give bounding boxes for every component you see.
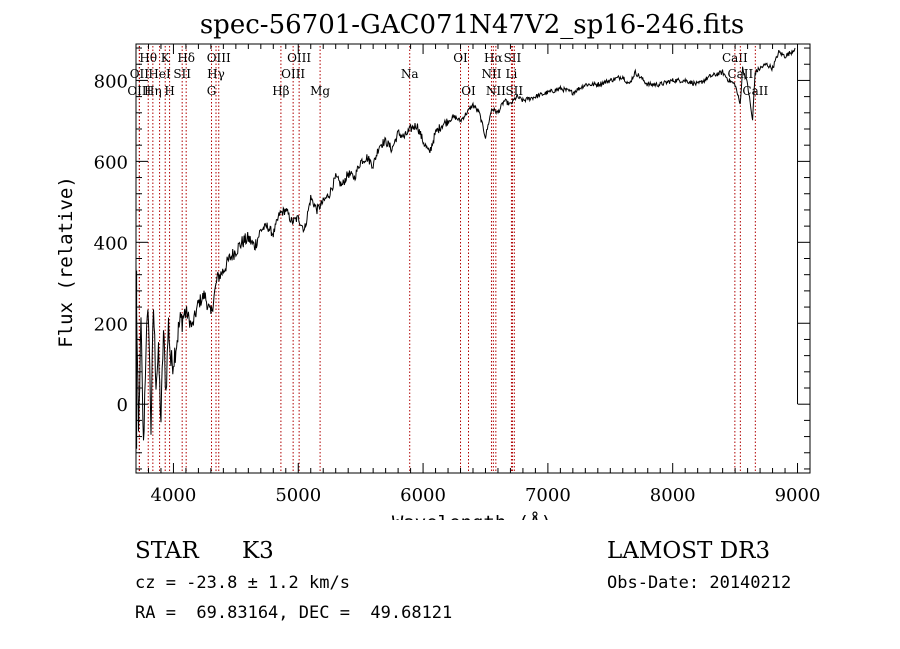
marker-label-16: Na	[401, 67, 419, 81]
object-class: STAR	[135, 538, 199, 564]
marker-label-19: Hα	[484, 51, 503, 65]
marker-label-17: OI	[453, 51, 468, 65]
marker-label-24: SII	[505, 84, 523, 98]
marker-label-10: Hγ	[207, 67, 225, 81]
marker-label-26: CaII	[727, 67, 753, 81]
y-tick-label-2: 400	[94, 233, 128, 254]
marker-label-23: Li	[506, 67, 518, 81]
y-axis-label: Flux (relative)	[55, 176, 77, 348]
spectrum-series	[135, 47, 799, 449]
object-subclass: K3	[242, 538, 274, 564]
spectrum-line-0	[135, 47, 796, 441]
x-tick-label-1: 5000	[275, 485, 321, 506]
marker-label-8: Hδ	[177, 51, 195, 65]
marker-label-5: K	[161, 51, 171, 65]
y-tick-label-3: 600	[94, 152, 128, 173]
marker-label-4: HeI	[148, 67, 171, 81]
marker-label-20: NII	[481, 67, 501, 81]
marker-label-25: CaII	[722, 51, 748, 65]
marker-label-27: CaII	[742, 84, 768, 98]
x-axis-label: Wavelength (Å)	[392, 511, 552, 520]
chart-title: spec-56701-GAC071N47V2_sp16-246.fits	[200, 10, 744, 40]
marker-label-9: OIII	[207, 51, 231, 65]
marker-label-22: SII	[504, 51, 522, 65]
marker-label-6: H	[164, 84, 174, 98]
x-tick-label-4: 8000	[650, 485, 696, 506]
observation-date: Obs-Date: 20140212	[607, 573, 792, 593]
marker-label-0: Hθ	[139, 51, 157, 65]
x-tick-label-3: 7000	[525, 485, 571, 506]
marker-label-2: OIII	[127, 84, 151, 98]
x-tick-label-0: 4000	[151, 485, 197, 506]
marker-label-14: OIII	[281, 67, 305, 81]
x-tick-label-5: 9000	[775, 485, 821, 506]
marker-label-11: G	[207, 84, 217, 98]
plot-frame	[135, 43, 811, 474]
x-tick-label-2: 6000	[400, 485, 446, 506]
marker-label-15: Mg	[310, 84, 330, 98]
spectrum-chart: spec-56701-GAC071N47V2_sp16-246.fits Hθ O…	[55, 10, 821, 520]
marker-label-12: Hβ	[272, 84, 289, 98]
redshift-value: cz = -23.8 ± 1.2 km/s	[135, 573, 350, 593]
marker-label-13: OIII	[287, 51, 311, 65]
y-tick-label-1: 200	[94, 314, 128, 335]
y-tick-label-0: 0	[117, 395, 128, 416]
marker-label-7: SII	[173, 67, 191, 81]
marker-label-3: Hη	[144, 84, 162, 98]
plot-axes: 4000 5000 6000 7000 8000 9000 0 200 400 600 800	[94, 43, 821, 506]
marker-label-18: OI	[461, 84, 476, 98]
survey-name: LAMOST DR3	[607, 538, 771, 564]
marker-label-21: NII	[486, 84, 506, 98]
y-tick-label-4: 800	[94, 71, 128, 92]
sky-coordinates: RA = 69.83164, DEC = 49.68121	[135, 603, 453, 623]
